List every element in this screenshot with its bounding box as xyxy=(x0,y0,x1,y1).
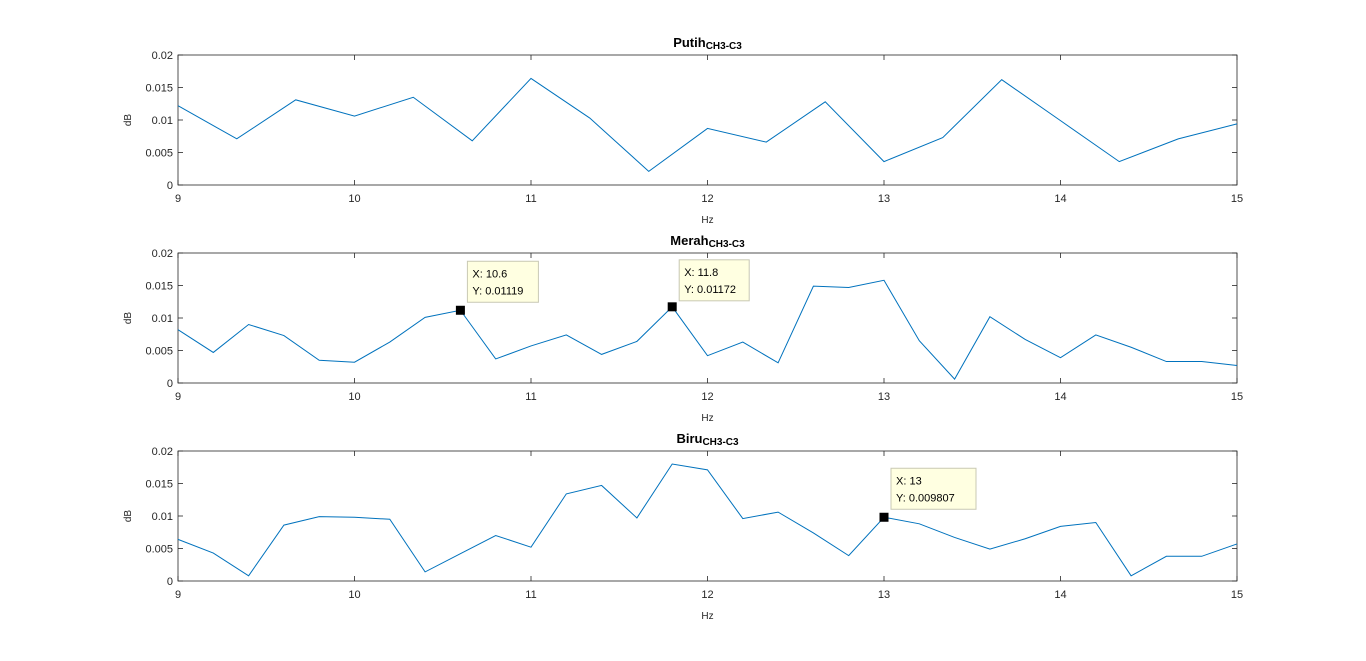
x-tick-label: 10 xyxy=(348,391,360,403)
series-line xyxy=(177,463,1238,577)
x-axis-label: Hz xyxy=(701,215,713,226)
x-axis-label: Hz xyxy=(701,413,713,424)
x-tick-label: 9 xyxy=(175,193,181,205)
datatip-x-text: X: 11.8 xyxy=(684,267,718,279)
plot-area xyxy=(177,54,1238,186)
datatip-y-text: Y: 0.01172 xyxy=(684,284,736,296)
x-tick-label: 14 xyxy=(1054,391,1066,403)
datatip-box xyxy=(678,259,750,302)
datatip-box xyxy=(890,467,977,510)
y-axis-label: dB xyxy=(123,114,134,127)
datatip-x-text: X: 10.6 xyxy=(472,268,507,280)
chart-title: PutihCH3-C3 xyxy=(673,35,742,52)
y-tick-label: 0.015 xyxy=(145,281,173,293)
datatip-x-text: X: 13 xyxy=(896,475,922,487)
chart-title-main: Biru xyxy=(676,431,702,446)
subplot-merah: 9 10 11 12 13 14 15 0 0.005 0.01 0.015 0.02 Hz dB Mera… xyxy=(123,233,1243,424)
x-tick-label: 13 xyxy=(878,193,890,205)
x-tick-label: 14 xyxy=(1054,193,1066,205)
y-tick-label: 0 xyxy=(167,180,173,192)
subplot-biru: 9 10 11 12 13 14 15 0 0.005 0.01 0.015 0.02 Hz dB Biru… xyxy=(123,431,1243,622)
datatip-marker[interactable] xyxy=(455,305,465,315)
y-tick-label: 0.015 xyxy=(145,83,173,95)
datatip[interactable]: X: 13 Y: 0.009807 xyxy=(879,467,977,522)
x-tick-label: 15 xyxy=(1231,589,1243,601)
datatip-y-text: Y: 0.009807 xyxy=(896,492,955,504)
y-tick-label: 0.01 xyxy=(152,313,173,325)
y-tick-label: 0 xyxy=(167,378,173,390)
x-tick-label: 13 xyxy=(878,391,890,403)
y-axis-label: dB xyxy=(123,510,134,523)
series-line xyxy=(177,279,1238,380)
y-tick-label: 0.01 xyxy=(152,115,173,127)
chart-title: BiruCH3-C3 xyxy=(676,431,739,448)
series-line xyxy=(177,77,1238,172)
y-tick-label: 0.01 xyxy=(152,511,173,523)
x-axis-label: Hz xyxy=(701,611,713,622)
x-tick-label: 13 xyxy=(878,589,890,601)
y-axis-label: dB xyxy=(123,312,134,325)
y-tick-label: 0.005 xyxy=(145,544,173,556)
datatip[interactable]: X: 10.6 Y: 0.01119 xyxy=(455,260,539,315)
x-tick-label: 15 xyxy=(1231,193,1243,205)
x-tick-label: 11 xyxy=(525,193,536,205)
y-tick-label: 0.005 xyxy=(145,148,173,160)
y-tick-label: 0.02 xyxy=(152,248,173,260)
datatip-marker[interactable] xyxy=(879,512,889,522)
chart-title-subscript: CH3-C3 xyxy=(709,239,746,250)
x-tick-label: 12 xyxy=(701,391,713,403)
chart-title-subscript: CH3-C3 xyxy=(702,437,739,448)
datatip[interactable]: X: 11.8 Y: 0.01172 xyxy=(667,259,750,312)
x-tick-label: 11 xyxy=(525,589,536,601)
x-tick-label: 15 xyxy=(1231,391,1243,403)
datatip-y-text: Y: 0.01119 xyxy=(472,285,523,297)
y-tick-label: 0.02 xyxy=(152,446,173,458)
x-tick-label: 9 xyxy=(175,391,181,403)
y-tick-label: 0.005 xyxy=(145,346,173,358)
chart-title-main: Putih xyxy=(673,35,706,50)
x-tick-label: 10 xyxy=(348,193,360,205)
subplot-putih: 9 10 11 12 13 14 15 0 0.005 0.01 0.015 0.02 Hz dB Puti… xyxy=(123,35,1243,226)
x-tick-label: 14 xyxy=(1054,589,1066,601)
x-tick-label: 10 xyxy=(348,589,360,601)
chart-title: MerahCH3-C3 xyxy=(670,233,745,250)
x-tick-label: 12 xyxy=(701,589,713,601)
x-tick-label: 9 xyxy=(175,589,181,601)
chart-title-main: Merah xyxy=(670,233,708,248)
datatip-marker[interactable] xyxy=(667,302,677,312)
x-tick-label: 12 xyxy=(701,193,713,205)
y-tick-label: 0.02 xyxy=(152,50,173,62)
y-tick-label: 0.015 xyxy=(145,479,173,491)
chart-title-subscript: CH3-C3 xyxy=(706,41,743,52)
datatip-box xyxy=(466,260,539,303)
y-tick-label: 0 xyxy=(167,576,173,588)
x-tick-label: 11 xyxy=(525,391,536,403)
